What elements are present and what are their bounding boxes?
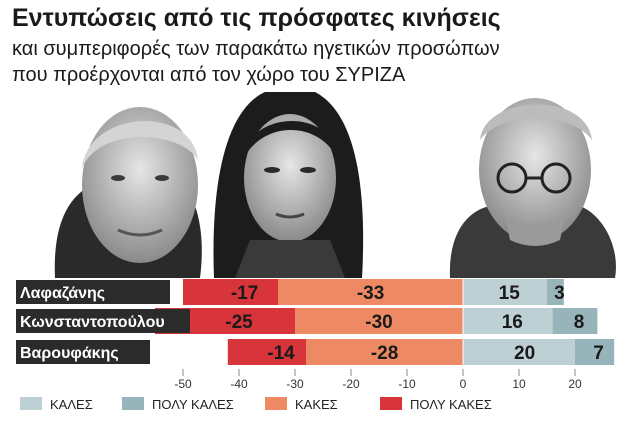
- data-label-kakes: -33: [357, 283, 384, 304]
- legend-swatch: [380, 397, 402, 410]
- data-label-kales: 16: [502, 312, 523, 333]
- x-tick-label: 0: [460, 377, 467, 391]
- bar-poly-kales: [552, 308, 598, 334]
- portrait-varoufakis: [54, 107, 202, 278]
- bar-kakes: [278, 279, 463, 305]
- data-label-poly-kales: 7: [593, 343, 604, 364]
- data-label-poly-kakes: -25: [225, 312, 253, 333]
- legend-label: ΚΑΚΕΣ: [295, 397, 338, 412]
- bar-kakes: [306, 339, 463, 365]
- bar-kales: [463, 339, 575, 365]
- bar-poly-kakes: [227, 339, 307, 365]
- category-label-box: [16, 309, 190, 333]
- x-tick-label: -10: [398, 377, 416, 391]
- bar-poly-kakes: [183, 279, 279, 305]
- bar-kales: [463, 279, 547, 305]
- legend-swatch: [122, 397, 144, 410]
- x-tick-label: -20: [342, 377, 360, 391]
- data-label-kakes: -30: [365, 312, 392, 333]
- category-label: Κωνσταντοπούλου: [20, 314, 165, 331]
- legend-label: ΚΑΛΕΣ: [50, 397, 93, 412]
- data-label-poly-kakes: -17: [231, 283, 258, 304]
- legend-swatch: [20, 397, 42, 410]
- x-tick-label: -50: [174, 377, 192, 391]
- chart-subtitle-line-2: που προέρχονται από τον χώρο του ΣΥΡΙΖΑ: [12, 64, 406, 86]
- category-label-box: [16, 340, 150, 364]
- category-label-box: [16, 280, 170, 304]
- bar-poly-kales: [547, 279, 564, 305]
- data-label-kales: 20: [514, 343, 535, 364]
- x-tick-label: -40: [230, 377, 248, 391]
- bar-poly-kales: [575, 339, 615, 365]
- x-tick-label: 20: [568, 377, 582, 391]
- data-label-kales: 15: [499, 283, 521, 304]
- chart-title: Εντυπώσεις από τις πρόσφατες κινήσεις: [12, 4, 501, 32]
- legend-label: ΠΟΛΥ ΚΑΚΕΣ: [410, 397, 492, 412]
- chart-subtitle-line-1: και συμπεριφορές των παρακάτω ηγετικών π…: [12, 38, 500, 60]
- data-label-poly-kales: 8: [574, 312, 585, 333]
- legend-swatch: [265, 397, 287, 410]
- x-tick-label: 10: [512, 377, 526, 391]
- category-label: Βαρουφάκης: [20, 345, 119, 362]
- category-label: Λαφαζάνης: [20, 285, 105, 302]
- x-tick-label: -30: [286, 377, 304, 391]
- bar-kakes: [295, 308, 463, 334]
- data-label-poly-kakes: -14: [267, 343, 295, 364]
- bar-kales: [463, 308, 553, 334]
- data-label-kakes: -28: [371, 343, 398, 364]
- legend-label: ΠΟΛΥ ΚΑΛΕΣ: [152, 397, 234, 412]
- data-label-poly-kales: 3: [554, 283, 565, 304]
- portrait-konstantopoulou: [213, 92, 364, 278]
- portrait-lafazanis: [449, 98, 616, 278]
